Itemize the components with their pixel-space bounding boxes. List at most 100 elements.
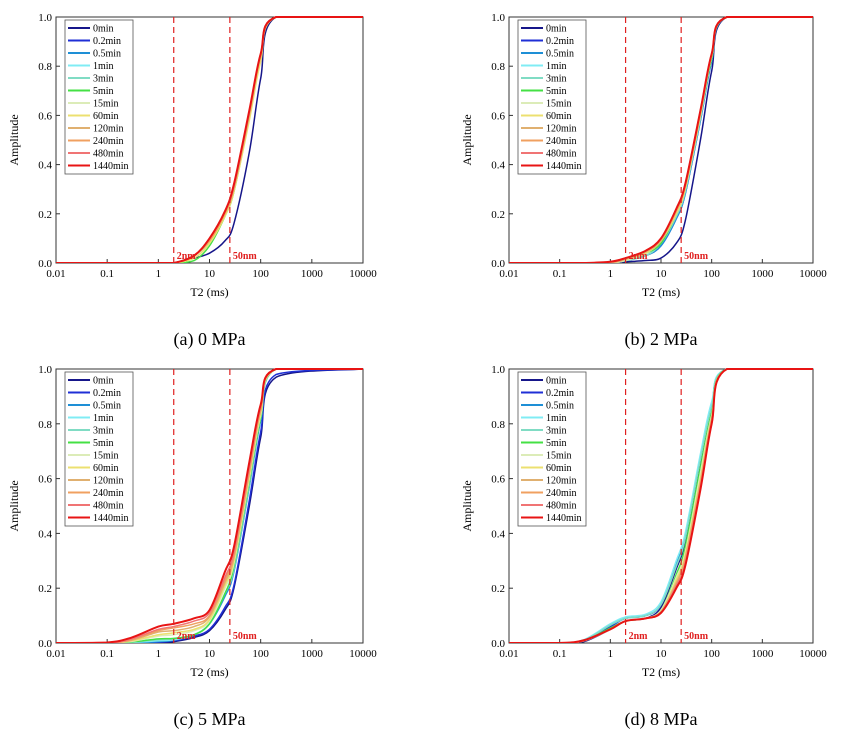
y-tick-label: 0.0 — [38, 638, 52, 650]
y-tick-label: 0.0 — [38, 258, 52, 270]
series-line-1440min — [56, 367, 363, 643]
legend-label: 0.2min — [546, 36, 574, 47]
legend-label: 1440min — [93, 161, 129, 172]
legend-label: 60min — [546, 111, 572, 122]
series-line-0min — [56, 16, 363, 263]
x-tick-label: 1 — [156, 268, 162, 280]
legend-label: 1440min — [93, 513, 129, 524]
reference-label-50nm: 50nm — [233, 631, 258, 642]
series-line-0min — [56, 368, 363, 643]
legend-label: 0min — [546, 376, 567, 387]
y-axis-label: Amplitude — [460, 114, 474, 165]
legend-label: 0.5min — [546, 401, 574, 412]
y-tick-label: 0.4 — [491, 528, 505, 540]
x-tick-label: 10000 — [799, 648, 827, 660]
reference-label-2nm: 2nm — [629, 251, 649, 262]
legend-label: 480min — [546, 501, 577, 512]
x-tick-label: 0.1 — [100, 648, 114, 660]
legend-label: 1min — [546, 413, 567, 424]
y-tick-label: 0.0 — [491, 638, 505, 650]
legend-label: 0.5min — [546, 49, 574, 60]
x-tick-label: 1 — [608, 648, 614, 660]
x-tick-label: 1000 — [301, 648, 324, 660]
x-tick-label: 100 — [703, 268, 720, 280]
legend-label: 120min — [546, 476, 577, 487]
x-axis-label: T2 (ms) — [190, 285, 228, 299]
legend-label: 240min — [546, 136, 577, 147]
x-tick-label: 0.01 — [46, 268, 65, 280]
legend-label: 240min — [93, 136, 124, 147]
legend-label: 15min — [93, 451, 119, 462]
y-tick-label: 0.4 — [491, 160, 505, 172]
series-line-1440min — [509, 367, 813, 643]
legend-label: 3min — [93, 426, 114, 437]
legend-label: 1440min — [546, 513, 582, 524]
x-tick-label: 1 — [156, 648, 162, 660]
x-tick-label: 0.01 — [499, 268, 518, 280]
legend-label: 480min — [93, 149, 124, 160]
series-line-1440min — [509, 15, 813, 263]
legend-label: 60min — [93, 463, 119, 474]
y-tick-label: 0.2 — [38, 583, 52, 595]
chart-panel-1: 0.01 0.1 1 10 100 1000 10000 0.0 0.2 0.4 0.6 0.8 1.0… — [460, 12, 827, 350]
panel-caption: (d) 8 MPa — [625, 709, 698, 730]
legend-label: 0.5min — [93, 401, 121, 412]
x-tick-label: 10 — [656, 648, 668, 660]
y-tick-label: 0.8 — [491, 419, 505, 431]
legend-label: 120min — [93, 124, 124, 135]
x-tick-label: 0.01 — [46, 648, 65, 660]
y-axis-label: Amplitude — [460, 480, 474, 531]
reference-label-2nm: 2nm — [177, 251, 197, 262]
legend-label: 240min — [546, 488, 577, 499]
x-tick-label: 0.1 — [100, 268, 114, 280]
legend-label: 1min — [93, 413, 114, 424]
x-tick-label: 100 — [252, 268, 269, 280]
legend-label: 480min — [546, 149, 577, 160]
x-tick-label: 1000 — [751, 648, 774, 660]
x-tick-label: 0.01 — [499, 648, 518, 660]
y-tick-label: 1.0 — [491, 364, 505, 376]
reference-label-50nm: 50nm — [684, 251, 709, 262]
legend-label: 5min — [93, 438, 114, 449]
chart-panel-0: 0.01 0.1 1 10 100 1000 10000 0.0 0.2 0.4 0.6 0.8 1.0… — [7, 12, 377, 350]
legend-label: 60min — [93, 111, 119, 122]
legend-label: 15min — [93, 99, 119, 110]
y-tick-label: 0.6 — [38, 110, 52, 122]
y-tick-label: 0.2 — [38, 209, 52, 221]
y-tick-label: 1.0 — [491, 12, 505, 24]
x-tick-label: 100 — [703, 648, 720, 660]
series-line-0min — [509, 16, 813, 263]
y-tick-label: 0.6 — [491, 474, 505, 486]
y-axis-label: Amplitude — [7, 480, 21, 531]
series-line-60min — [56, 16, 363, 263]
x-axis-label: T2 (ms) — [642, 285, 680, 299]
x-axis-label: T2 (ms) — [642, 665, 680, 679]
y-tick-label: 0.4 — [38, 160, 52, 172]
legend-label: 480min — [93, 501, 124, 512]
y-tick-label: 1.0 — [38, 12, 52, 24]
legend-label: 1min — [93, 61, 114, 72]
legend-label: 120min — [546, 124, 577, 135]
legend-box — [517, 19, 587, 175]
legend-label: 3min — [93, 74, 114, 85]
panel-caption: (c) 5 MPa — [174, 709, 246, 730]
reference-label-2nm: 2nm — [177, 631, 197, 642]
legend-label: 120min — [93, 476, 124, 487]
legend-label: 15min — [546, 99, 572, 110]
legend-box — [517, 371, 587, 527]
x-tick-label: 1000 — [301, 268, 324, 280]
y-tick-label: 0.0 — [491, 258, 505, 270]
legend-label: 240min — [93, 488, 124, 499]
y-tick-label: 0.6 — [38, 474, 52, 486]
reference-label-50nm: 50nm — [684, 631, 709, 642]
y-tick-label: 0.8 — [491, 61, 505, 73]
series-line-1440min — [56, 15, 363, 263]
legend-label: 0.2min — [546, 388, 574, 399]
x-tick-label: 10 — [204, 648, 216, 660]
reference-label-50nm: 50nm — [233, 251, 258, 262]
